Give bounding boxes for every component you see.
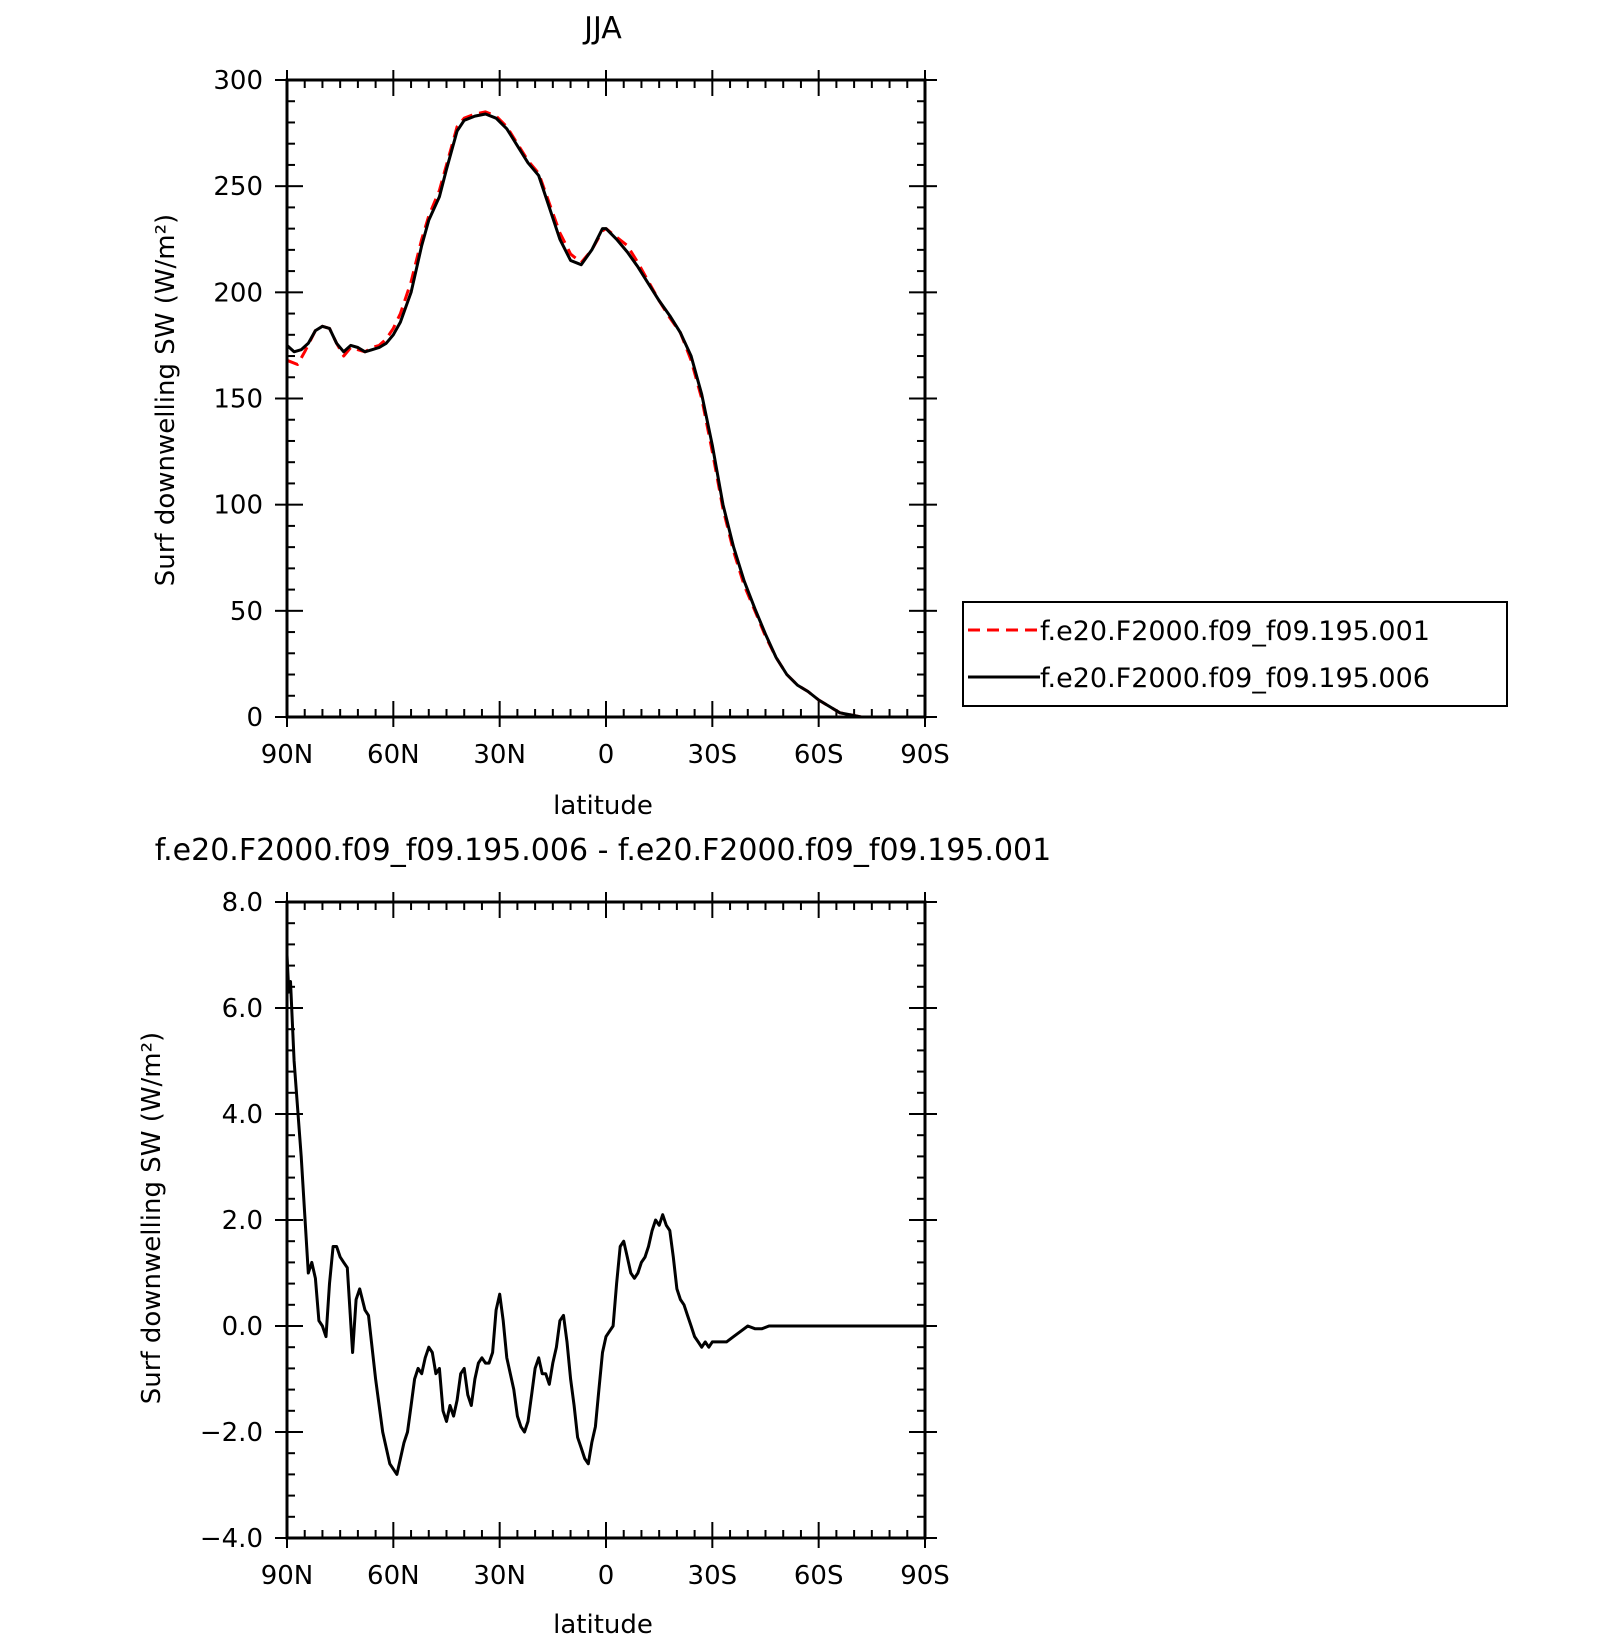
y-tick-label: 250: [213, 172, 263, 202]
x-tick-label: 0: [598, 1561, 615, 1591]
x-tick-label: 90N: [261, 740, 314, 770]
y-tick-label: 300: [213, 66, 263, 96]
top-series-layer: [285, 110, 872, 719]
bottom-series-layer: [285, 954, 925, 1476]
top-axis-ticks: [275, 70, 937, 727]
top-x-axis-label: latitude: [553, 791, 653, 821]
bottom-y-axis-label: Surf downwelling SW (W/m²): [137, 1032, 167, 1404]
legend-label-series-1: f.e20.F2000.f09_f09.195.001: [1040, 616, 1430, 647]
x-tick-label: 60N: [367, 1561, 420, 1591]
x-tick-label: 30N: [473, 740, 526, 770]
top-chart-title: JJA: [582, 11, 622, 46]
series-line-1: [286, 110, 872, 719]
y-tick-label: 2.0: [222, 1206, 263, 1236]
top-plot-frame: [285, 78, 927, 719]
top-y-axis-label: Surf downwelling SW (W/m²): [151, 214, 181, 586]
legend-label-series-2: f.e20.F2000.f09_f09.195.006: [1040, 663, 1430, 694]
y-tick-label: 0: [246, 703, 263, 733]
bottom-axis-ticks: [275, 892, 937, 1548]
y-tick-label: −4.0: [200, 1524, 263, 1554]
y-tick-label: 4.0: [222, 1100, 263, 1130]
y-tick-label: 150: [213, 385, 263, 415]
y-tick-label: 50: [230, 597, 263, 627]
bottom-panel: f.e20.F2000.f09_f09.195.006 - f.e20.F200…: [137, 833, 1051, 1635]
series-line-2: [285, 112, 872, 719]
bottom-tick-labels: 90N 60N 30N 0 30S 60S 90S −4.0 −2.0 0.0 2.0 4.0 6.0 8…: [200, 888, 950, 1591]
bottom-chart-title: f.e20.F2000.f09_f09.195.006 - f.e20.F200…: [155, 833, 1051, 868]
y-tick-label: 100: [213, 491, 263, 521]
y-tick-label: 0.0: [222, 1312, 263, 1342]
top-panel: JJA 90N 60N 30N 0 30S 60S 90S 0 50 100 150 200 250 30…: [151, 11, 1508, 821]
x-tick-label: 60S: [794, 1561, 844, 1591]
x-tick-label: 30N: [473, 1561, 526, 1591]
x-tick-label: 60N: [367, 740, 420, 770]
x-tick-label: 30S: [688, 740, 738, 770]
x-tick-label: 90S: [900, 740, 950, 770]
bottom-plot-frame: [285, 900, 927, 1540]
y-tick-label: −2.0: [200, 1418, 263, 1448]
y-tick-label: 200: [213, 278, 263, 308]
y-tick-label: 8.0: [222, 888, 263, 918]
bottom-x-axis-label: latitude: [553, 1610, 653, 1635]
top-tick-labels: 90N 60N 30N 0 30S 60S 90S 0 50 100 150 200 250 300: [213, 66, 949, 770]
x-tick-label: 90N: [261, 1561, 314, 1591]
x-tick-label: 60S: [794, 740, 844, 770]
legend: f.e20.F2000.f09_f09.195.001 f.e20.F2000.…: [962, 601, 1508, 707]
y-tick-label: 6.0: [222, 994, 263, 1024]
x-tick-label: 30S: [688, 1561, 738, 1591]
series-line-1: [285, 954, 925, 1476]
x-tick-label: 90S: [900, 1561, 950, 1591]
x-tick-label: 0: [598, 740, 615, 770]
legend-box: [962, 601, 1508, 707]
